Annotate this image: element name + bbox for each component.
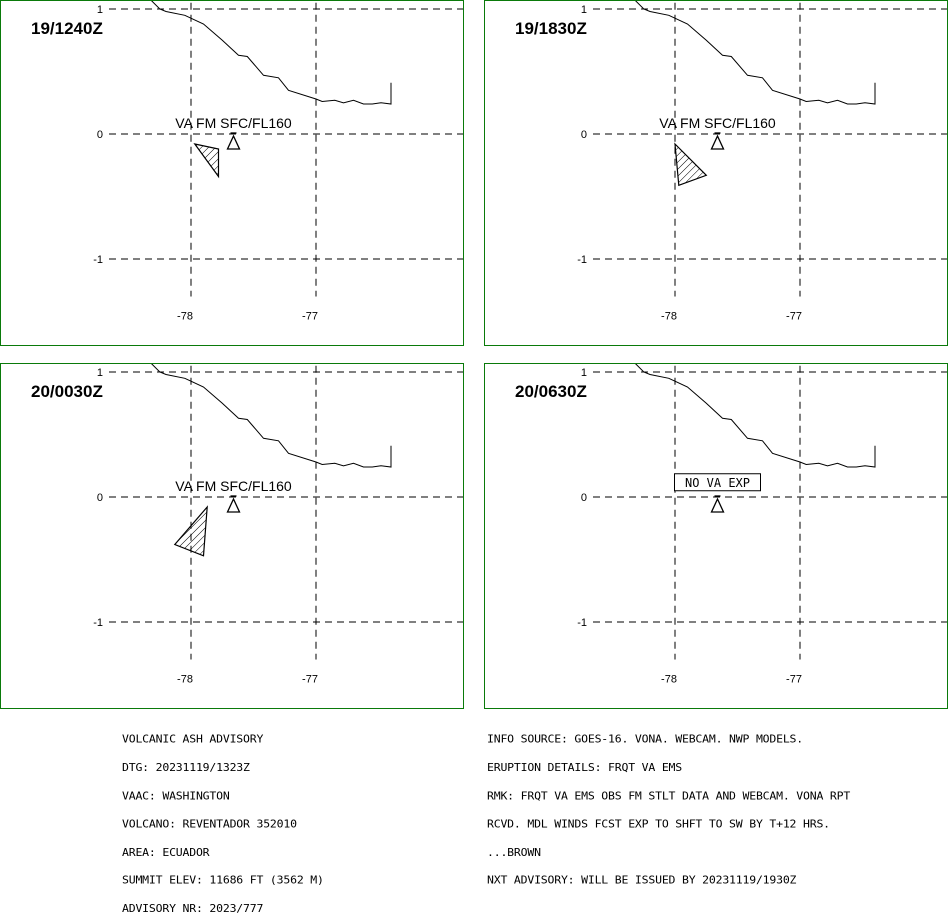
lat-tick-label: -1 bbox=[93, 254, 103, 266]
lat-tick-label: 1 bbox=[97, 367, 103, 379]
lon-tick-label: -77 bbox=[302, 673, 318, 685]
ash-cloud-polygon bbox=[674, 142, 708, 187]
panel-time-label: 20/0030Z bbox=[31, 382, 103, 401]
advisory-line: ERUPTION DETAILS: FRQT VA EMS bbox=[487, 761, 682, 774]
lat-tick-label: 0 bbox=[581, 129, 587, 141]
advisory-line: SUMMIT ELEV: 11686 FT (3562 M) bbox=[122, 873, 324, 887]
volcano-icon bbox=[226, 134, 241, 150]
lat-tick-label: -1 bbox=[93, 617, 103, 629]
lon-tick-label: -77 bbox=[786, 310, 802, 322]
lon-tick-label: -77 bbox=[786, 673, 802, 685]
forecast-panel-0: 1 0 -1 -78 -77 VA FM SFC/FL160 19/1240Z bbox=[0, 0, 464, 346]
coastline-line bbox=[635, 364, 876, 468]
forecast-panel-1: 1 0 -1 -78 -77 VA FM SFC/FL160 19/1830Z bbox=[484, 0, 948, 346]
advisory-line: RMK: FRQT VA EMS OBS FM STLT DATA AND WE… bbox=[487, 789, 851, 803]
lon-tick-label: -78 bbox=[177, 673, 193, 685]
advisory-text-left: VOLCANIC ASH ADVISORY DTG: 20231119/1323… bbox=[122, 716, 324, 922]
coastline-line bbox=[151, 364, 392, 468]
map-plot-1: 1 0 -1 -78 -77 VA FM SFC/FL160 bbox=[577, 1, 947, 322]
ash-cloud-polygon bbox=[193, 143, 220, 179]
ash-layer-label: VA FM SFC/FL160 bbox=[659, 115, 776, 131]
map-plot-2: 1 0 -1 -78 -77 VA FM SFC/FL160 bbox=[93, 364, 463, 685]
lat-tick-label: -1 bbox=[577, 254, 587, 266]
lon-tick-label: -77 bbox=[302, 310, 318, 322]
advisory-line: NXT ADVISORY: WILL BE ISSUED BY 20231119… bbox=[487, 873, 797, 887]
panel-time-label: 20/0630Z bbox=[515, 382, 587, 401]
label-box bbox=[674, 473, 761, 492]
advisory-line: VAAC: WASHINGTON bbox=[122, 789, 230, 803]
volcano-icon bbox=[710, 134, 725, 150]
no-va-label: NO VA EXP bbox=[674, 473, 761, 492]
ash-cloud-polygon bbox=[173, 505, 208, 557]
volcano-icon bbox=[710, 497, 725, 513]
lat-tick-label: 0 bbox=[581, 492, 587, 504]
lon-tick-label: -78 bbox=[177, 310, 193, 322]
lat-tick-label: 1 bbox=[581, 4, 587, 16]
lon-tick-label: -78 bbox=[661, 673, 677, 685]
advisory-line: ADVISORY NR: 2023/777 bbox=[122, 901, 264, 915]
panel-time-label: 19/1830Z bbox=[515, 19, 587, 38]
lat-tick-label: 0 bbox=[97, 492, 103, 504]
advisory-line: RCVD. MDL WINDS FCST EXP TO SHFT TO SW B… bbox=[487, 817, 830, 831]
lon-tick-label: -78 bbox=[661, 310, 677, 322]
advisory-text-right: INFO SOURCE: GOES-16. VONA. WEBCAM. NWP … bbox=[487, 716, 850, 894]
panel-time-label: 19/1240Z bbox=[31, 19, 103, 38]
coastline-line bbox=[635, 1, 876, 105]
coastline-line bbox=[151, 1, 392, 105]
volcano-icon bbox=[226, 497, 241, 513]
advisory-line: VOLCANO: REVENTADOR 352010 bbox=[122, 817, 297, 831]
ash-layer-label: VA FM SFC/FL160 bbox=[175, 478, 292, 494]
lat-tick-label: 1 bbox=[581, 367, 587, 379]
forecast-panel-2: 1 0 -1 -78 -77 VA FM SFC/FL160 20/0030Z bbox=[0, 363, 464, 709]
lat-tick-label: 1 bbox=[97, 4, 103, 16]
lat-tick-label: 0 bbox=[97, 129, 103, 141]
lat-tick-label: -1 bbox=[577, 617, 587, 629]
advisory-line: DTG: 20231119/1323Z bbox=[122, 761, 250, 774]
advisory-line: AREA: ECUADOR bbox=[122, 845, 210, 859]
forecast-panel-3: 1 0 -1 -78 -77 NO VA EXP 20/0630Z bbox=[484, 363, 948, 709]
advisory-line: INFO SOURCE: GOES-16. VONA. WEBCAM. NWP … bbox=[487, 732, 804, 746]
label-text: NO VA EXP bbox=[685, 476, 750, 490]
map-plot-3: 1 0 -1 -78 -77 NO VA EXP bbox=[577, 364, 947, 685]
advisory-line: ...BROWN bbox=[487, 845, 541, 859]
map-plot-0: 1 0 -1 -78 -77 VA FM SFC/FL160 bbox=[93, 1, 463, 322]
advisory-line: VOLCANIC ASH ADVISORY bbox=[122, 732, 264, 746]
ash-layer-label: VA FM SFC/FL160 bbox=[175, 115, 292, 131]
